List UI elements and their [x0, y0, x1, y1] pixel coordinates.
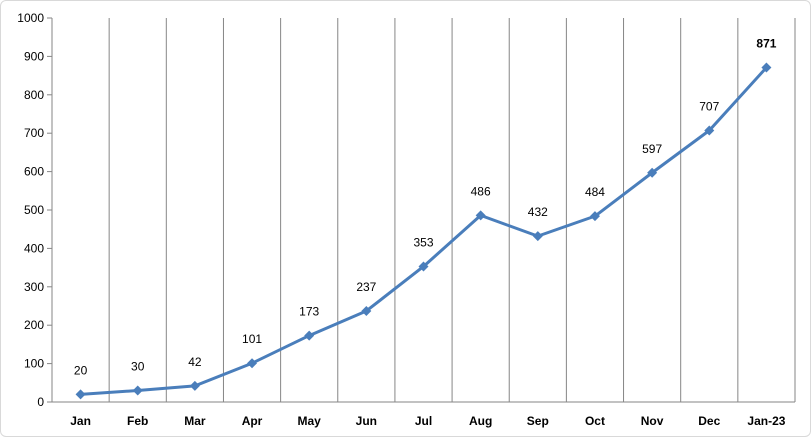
data-point-marker — [647, 167, 658, 178]
x-tick-label: Jan-23 — [747, 414, 785, 428]
x-tick-label: Jan — [70, 414, 91, 428]
x-tick-label: Aug — [469, 414, 492, 428]
data-label: 20 — [74, 363, 88, 377]
data-label: 432 — [528, 205, 548, 219]
y-tick-label: 1000 — [17, 11, 44, 25]
data-label: 484 — [585, 185, 605, 199]
x-axis-ticks: Jan Feb Mar Apr May Jun Jul Aug Sep Oct Nov Dec Jan-… — [70, 414, 786, 428]
y-tick-label: 300 — [24, 280, 44, 294]
series-line — [80, 66, 768, 396]
y-tick-label: 800 — [24, 88, 44, 102]
data-point-marker — [361, 305, 372, 316]
data-label: 353 — [413, 235, 433, 249]
data-point-marker — [247, 358, 258, 369]
data-labels: 20 30 42 101 173 237 353 486 432 484 597 707 871 — [74, 37, 777, 378]
data-label: 42 — [188, 355, 202, 369]
y-tick-label: 400 — [24, 241, 44, 255]
data-label: 597 — [642, 142, 662, 156]
y-tick-label: 500 — [24, 203, 44, 217]
y-tick-label: 700 — [24, 126, 44, 140]
data-point-marker — [589, 211, 600, 222]
data-point-marker — [761, 62, 772, 73]
y-tick-label: 200 — [24, 318, 44, 332]
y-axis-ticks: 0 100 200 300 400 500 600 700 800 900 1000 — [17, 11, 44, 409]
y-tick-label: 600 — [24, 165, 44, 179]
x-tick-label: Nov — [641, 414, 664, 428]
data-label: 486 — [471, 184, 491, 198]
axes — [47, 17, 795, 403]
data-label: 173 — [299, 305, 319, 319]
series-line-layer — [80, 66, 768, 396]
data-label: 707 — [699, 100, 719, 114]
data-label: 30 — [131, 359, 145, 373]
x-tick-label: May — [298, 414, 322, 428]
x-tick-label: Apr — [242, 414, 263, 428]
x-tick-label: Jun — [356, 414, 377, 428]
data-point-marker — [418, 261, 429, 272]
data-point-marker — [304, 330, 315, 341]
gridlines — [108, 18, 796, 402]
data-label: 237 — [356, 280, 376, 294]
y-tick-label: 100 — [24, 357, 44, 371]
data-point-marker — [475, 210, 486, 221]
x-tick-label: Jul — [415, 414, 432, 428]
x-tick-label: Dec — [698, 414, 720, 428]
data-point-marker — [189, 380, 200, 391]
data-point-marker — [532, 231, 543, 242]
y-tick-label: 0 — [37, 395, 44, 409]
data-point-marker — [132, 385, 143, 396]
x-tick-label: Mar — [184, 414, 206, 428]
x-tick-label: Oct — [585, 414, 605, 428]
data-label: 101 — [242, 332, 262, 346]
y-tick-label: 900 — [24, 49, 44, 63]
markers — [75, 62, 772, 400]
data-point-marker — [75, 389, 86, 400]
x-tick-label: Feb — [127, 414, 148, 428]
data-label: 871 — [756, 37, 776, 51]
x-tick-label: Sep — [527, 414, 549, 428]
